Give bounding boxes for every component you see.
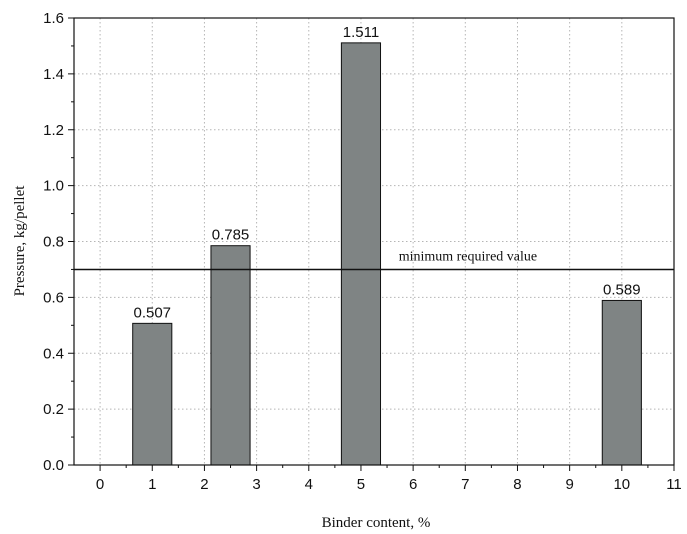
y-tick-label: 1.6 xyxy=(43,10,64,27)
x-axis-title: Binder content, % xyxy=(322,515,431,531)
reference-line-group: minimum required value xyxy=(74,249,674,271)
x-tick-label: 9 xyxy=(565,476,573,493)
reference-line-label: minimum required value xyxy=(399,249,537,264)
bar-value-label: 0.507 xyxy=(133,304,171,321)
bar-value-label: 1.511 xyxy=(343,24,379,41)
bar-value-label: 0.589 xyxy=(603,281,641,298)
x-tick-label: 2 xyxy=(200,476,208,493)
x-tick-label: 10 xyxy=(613,476,630,493)
x-tick-label: 3 xyxy=(252,476,260,493)
data-labels: 0.507 0.785 1.511 0.589 xyxy=(133,24,640,321)
y-tick-label: 0.0 xyxy=(43,457,64,474)
x-tick-label: 8 xyxy=(513,476,521,493)
x-tick-label: 5 xyxy=(357,476,365,493)
x-tick-label: 0 xyxy=(96,476,104,493)
bar xyxy=(601,299,642,466)
x-tick-label: 7 xyxy=(461,476,469,493)
bar xyxy=(340,42,382,466)
x-tick-label: 6 xyxy=(409,476,417,493)
x-tick-label: 4 xyxy=(305,476,313,493)
x-tick-label: 1 xyxy=(148,476,156,493)
bar xyxy=(210,245,251,466)
y-tick-label: 0.8 xyxy=(43,234,64,251)
y-tick-label: 1.2 xyxy=(43,122,64,139)
y-tick-label: 0.2 xyxy=(43,401,64,418)
x-tick-label: 11 xyxy=(666,476,682,493)
y-tick-label: 1.4 xyxy=(43,66,64,83)
y-axis-title: Pressure, kg/pellet xyxy=(12,185,28,297)
y-tick-label: 0.6 xyxy=(43,289,64,306)
x-axis: 0 1 2 3 4 5 6 7 8 9 10 11 xyxy=(96,465,682,493)
bar-value-label: 0.785 xyxy=(212,227,250,244)
y-axis: 0.0 0.2 0.4 0.6 0.8 1.0 1.2 1.4 1.6 xyxy=(43,10,74,474)
y-tick-label: 0.4 xyxy=(43,345,64,362)
bar xyxy=(132,322,173,466)
bars xyxy=(132,42,642,466)
y-tick-label: 1.0 xyxy=(43,178,64,195)
